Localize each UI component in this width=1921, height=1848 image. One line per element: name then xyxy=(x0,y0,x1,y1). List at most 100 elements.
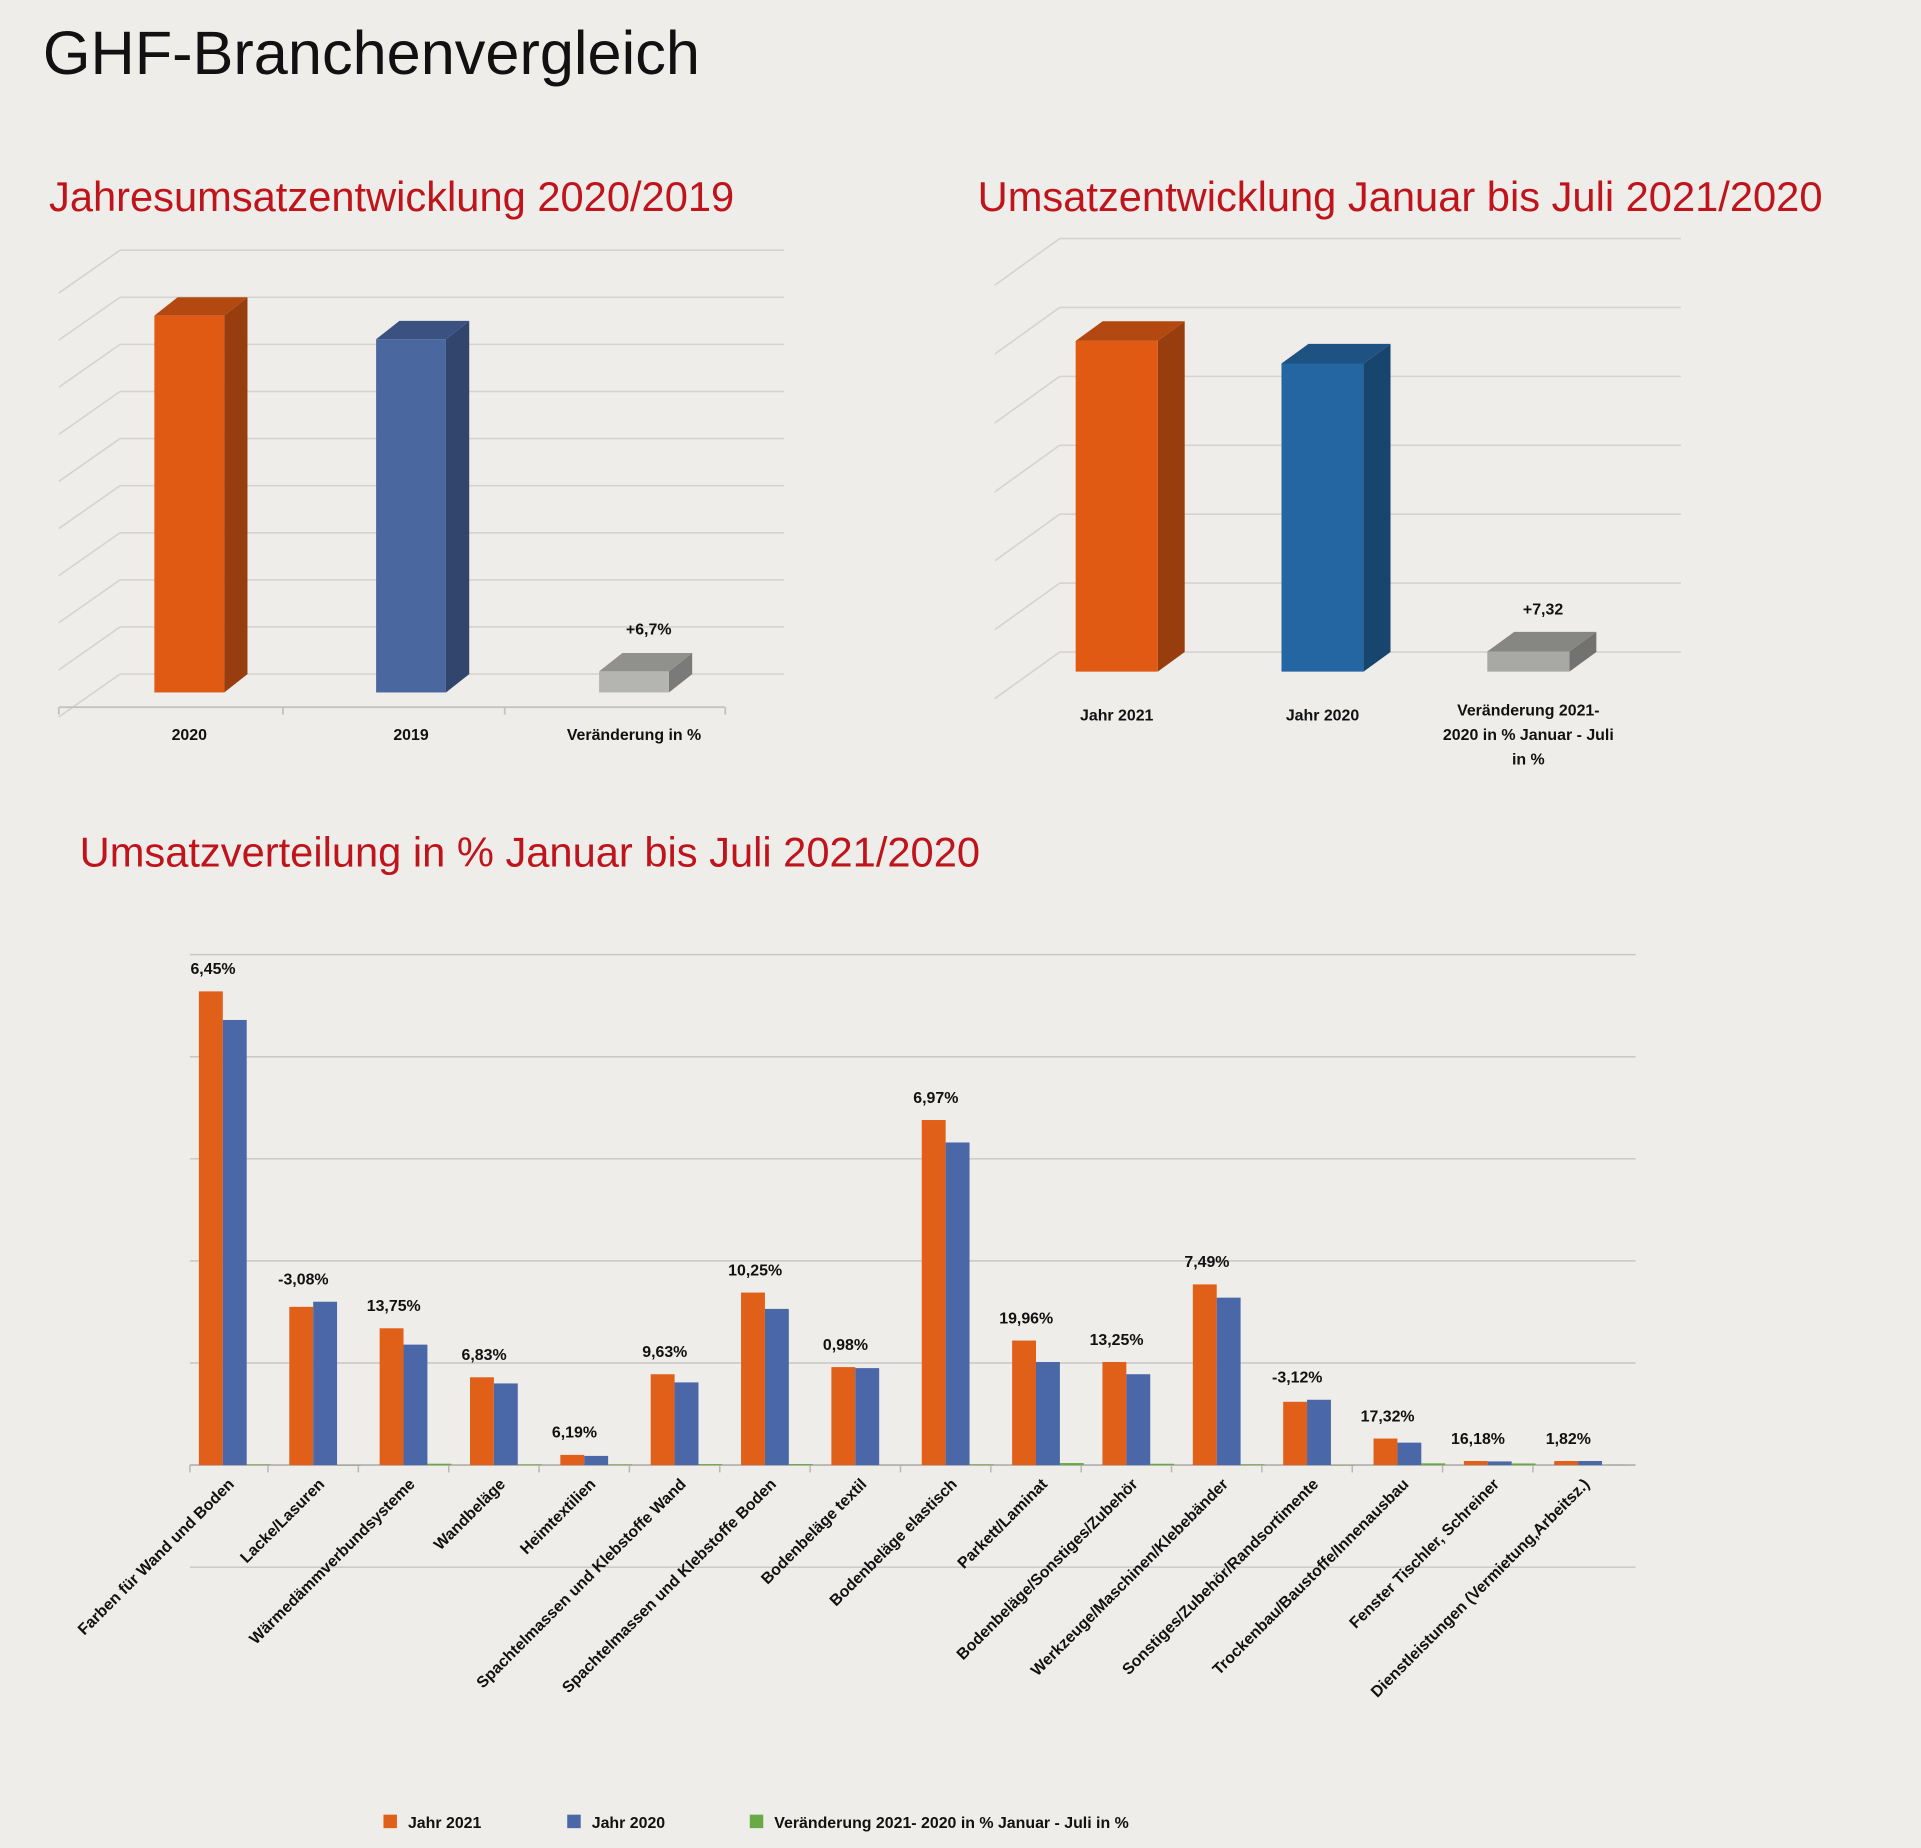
x-tick-label: 2019 xyxy=(393,727,429,744)
bar xyxy=(469,1377,494,1466)
bar xyxy=(1397,1442,1422,1466)
grid-line xyxy=(994,237,1061,286)
data-label: -3,08% xyxy=(278,1272,328,1289)
data-label: 13,75% xyxy=(367,1298,421,1315)
x-tick-label: Jahr 2021 xyxy=(1080,708,1154,725)
x-tick-label: Jahr 2020 xyxy=(1286,708,1360,725)
bar xyxy=(198,991,223,1466)
bar-front xyxy=(154,315,225,693)
bar-front xyxy=(1487,651,1570,672)
bar-side xyxy=(1157,321,1185,672)
bar xyxy=(764,1308,789,1466)
grid-line xyxy=(994,582,1061,631)
bar xyxy=(741,1292,765,1466)
legend-swatch xyxy=(749,1814,764,1829)
chart-title: Jahresumsatzentwicklung 2020/2019 xyxy=(49,173,734,220)
bar-top xyxy=(154,297,248,316)
bar xyxy=(222,1019,247,1466)
grid-line xyxy=(994,375,1061,424)
bar xyxy=(698,1464,723,1466)
data-label: 6,83% xyxy=(462,1347,507,1364)
bar xyxy=(945,1142,970,1466)
grid-line xyxy=(58,673,121,718)
bar xyxy=(1554,1461,1579,1466)
data-label: 17,32% xyxy=(1361,1408,1415,1425)
bar-side xyxy=(1363,343,1391,672)
bar-top xyxy=(1487,631,1597,652)
bar xyxy=(584,1455,609,1466)
bar xyxy=(289,1306,314,1466)
data-label: +7,32 xyxy=(1523,602,1563,619)
data-label: 10,25% xyxy=(728,1262,782,1279)
bar-top xyxy=(1075,321,1185,341)
legend-swatch xyxy=(383,1814,397,1829)
bar xyxy=(855,1368,880,1466)
bar-side xyxy=(1569,631,1597,672)
grid-line xyxy=(58,249,121,294)
bar xyxy=(1487,1461,1512,1466)
grid-line xyxy=(58,343,121,388)
bar xyxy=(1035,1361,1060,1466)
data-label: 13,25% xyxy=(1090,1332,1144,1349)
data-label: 6,97% xyxy=(913,1090,958,1107)
legend-label: Veränderung 2021- 2020 in % Januar - Jul… xyxy=(774,1815,1129,1832)
bar xyxy=(1102,1361,1127,1466)
bar xyxy=(650,1374,675,1466)
bar-front xyxy=(1075,340,1158,672)
grid-line xyxy=(58,485,121,530)
legend-swatch xyxy=(567,1814,581,1829)
data-label: 16,18% xyxy=(1451,1431,1505,1448)
bar xyxy=(674,1382,699,1466)
bar-side xyxy=(445,320,470,693)
x-tick-label: Veränderung in % xyxy=(567,727,701,744)
data-label: 9,63% xyxy=(642,1344,687,1361)
bar-front xyxy=(376,339,446,693)
data-label: -3,12% xyxy=(1272,1370,1322,1387)
bar xyxy=(1059,1463,1084,1466)
grid-line xyxy=(58,296,121,341)
bar xyxy=(403,1344,428,1466)
bar xyxy=(427,1463,452,1466)
grid-line xyxy=(994,651,1061,700)
bar-top xyxy=(599,653,693,672)
grid-line xyxy=(58,626,121,671)
bar xyxy=(969,1464,994,1466)
bar xyxy=(1192,1284,1217,1466)
data-label: 6,45% xyxy=(190,961,235,978)
bar-front xyxy=(599,671,669,693)
bar xyxy=(1240,1464,1265,1466)
bar xyxy=(1012,1340,1036,1466)
legend-label: Jahr 2020 xyxy=(592,1815,666,1832)
data-label: 7,49% xyxy=(1184,1254,1229,1271)
bar xyxy=(517,1464,542,1466)
bar xyxy=(1150,1463,1175,1466)
bar xyxy=(1216,1297,1241,1466)
bar-front xyxy=(1281,363,1364,672)
x-tick-label: 2020 xyxy=(172,727,208,744)
data-label: 1,82% xyxy=(1546,1431,1591,1448)
page-title: GHF-Branchenvergleich xyxy=(43,19,700,87)
x-tick-label: Veränderung 2021-2020 in % Januar - Juli… xyxy=(1442,701,1614,769)
chart-title: Umsatzverteilung in % Januar bis Juli 20… xyxy=(80,828,980,875)
bar xyxy=(1373,1438,1398,1466)
grid-line xyxy=(58,579,121,624)
data-label: +6,7% xyxy=(626,622,672,639)
bar xyxy=(921,1120,946,1466)
bar xyxy=(1578,1461,1603,1466)
grid-line xyxy=(994,306,1061,355)
grid-line xyxy=(994,513,1061,562)
bar xyxy=(1126,1374,1151,1466)
chart-title: Umsatzentwicklung Januar bis Juli 2021/2… xyxy=(978,173,1823,220)
bar xyxy=(1283,1401,1308,1466)
bar xyxy=(1463,1461,1488,1466)
bar-side xyxy=(224,297,248,693)
bar xyxy=(1511,1463,1536,1466)
bar xyxy=(831,1367,856,1466)
bar-side xyxy=(668,653,693,693)
bar xyxy=(560,1454,585,1466)
bar xyxy=(1421,1463,1446,1466)
bar-top xyxy=(376,320,470,340)
